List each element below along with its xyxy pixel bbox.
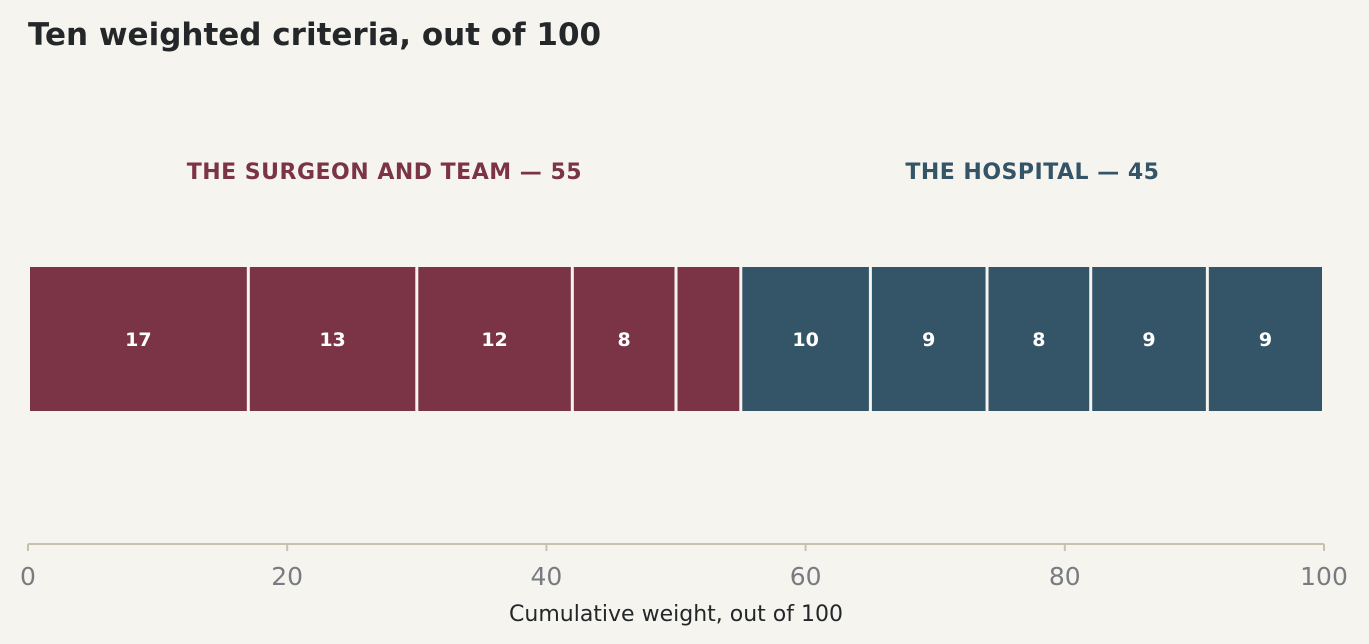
bar-segment-7	[988, 267, 1090, 411]
bar-segment-0	[30, 267, 247, 411]
x-axis-title: Cumulative weight, out of 100	[509, 602, 843, 627]
bar-segment-6	[871, 267, 986, 411]
segment-value-label-7: 8	[1032, 329, 1045, 351]
segment-value-label-0: 17	[125, 329, 151, 351]
x-tick-label-1: 20	[271, 562, 303, 591]
bar-segment-4	[677, 267, 740, 411]
bar-segment-2	[418, 267, 571, 411]
group-label-1: THE HOSPITAL — 45	[905, 160, 1159, 185]
group-label-0: THE SURGEON AND TEAM — 55	[187, 160, 582, 185]
segment-value-label-9: 9	[1259, 329, 1272, 351]
segment-value-label-3: 8	[618, 329, 631, 351]
group-labels: THE SURGEON AND TEAM — 55 THE HOSPITAL — …	[187, 160, 1159, 185]
stacked-bar: 17 13 12 8 10 9 8 9 9	[30, 267, 1322, 411]
bar-segment-8	[1092, 267, 1206, 411]
x-tick-label-3: 60	[790, 562, 822, 591]
segment-value-label-6: 9	[922, 329, 935, 351]
bar-segment-9	[1208, 267, 1322, 411]
x-axis-ticks: 0 20 40 60 80 100	[20, 544, 1348, 591]
bar-segment-1	[249, 267, 416, 411]
segment-value-label-5: 10	[792, 329, 818, 351]
x-tick-label-4: 80	[1049, 562, 1081, 591]
segment-value-label-2: 12	[481, 329, 507, 351]
x-tick-label-5: 100	[1300, 562, 1348, 591]
x-tick-label-2: 40	[530, 562, 562, 591]
x-axis: 0 20 40 60 80 100	[20, 543, 1348, 591]
bar-segment-5	[742, 267, 869, 411]
chart-title: Ten weighted criteria, out of 100	[28, 17, 601, 53]
segment-value-label-1: 13	[319, 329, 345, 351]
x-tick-label-0: 0	[20, 562, 36, 591]
bar-segment-3	[573, 267, 675, 411]
segment-value-label-8: 9	[1142, 329, 1155, 351]
